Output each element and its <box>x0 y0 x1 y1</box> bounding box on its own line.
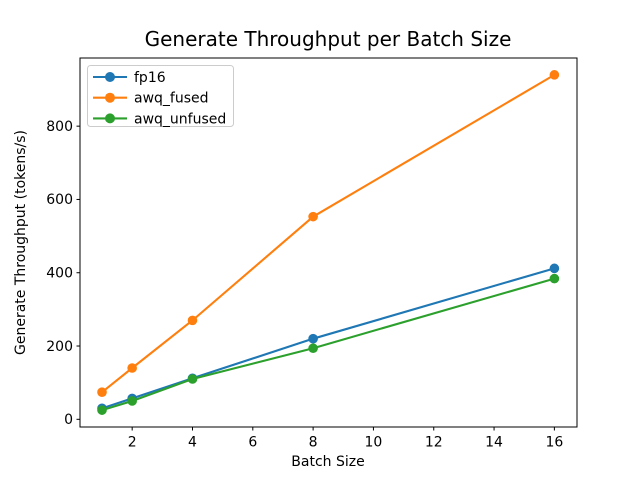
legend-marker-fp16 <box>105 72 115 82</box>
data-point-awq_fused <box>308 211 318 222</box>
legend-marker-awq_unfused <box>105 113 115 124</box>
x-tick-label: 12 <box>425 435 443 451</box>
y-tick-label: 600 <box>46 192 73 208</box>
y-tick-label: 400 <box>46 266 73 282</box>
axes-frame <box>79 57 578 428</box>
x-tick-label: 14 <box>485 435 503 451</box>
x-tick-label: 16 <box>545 435 563 451</box>
series-line-awq_unfused <box>100 277 556 412</box>
y-axis-label: Generate Throughput (tokens/s) <box>13 130 29 355</box>
legend-label-awq_unfused: awq_unfused <box>134 111 226 127</box>
legend-box <box>87 65 234 127</box>
data-point-awq_unfused <box>308 343 318 354</box>
data-point-awq_unfused <box>127 396 137 406</box>
data-point-awq_unfused <box>549 273 560 284</box>
data-point-awq_fused <box>97 387 107 397</box>
data-point-awq_fused <box>127 363 137 373</box>
legend-label-fp16: fp16 <box>134 70 166 86</box>
y-tick-label: 800 <box>46 119 73 135</box>
y-tick-label: 200 <box>46 339 73 355</box>
data-point-awq_unfused <box>97 405 107 415</box>
y-tick-label: 0 <box>64 412 73 428</box>
x-tick-label: 10 <box>365 435 383 451</box>
legend-label-awq_fused: awq_fused <box>134 91 209 107</box>
data-point-fp16 <box>549 263 560 274</box>
x-tick-label: 2 <box>128 435 137 451</box>
data-point-awq_fused <box>187 315 198 326</box>
x-axis-label: Batch Size <box>291 454 364 470</box>
legend-marker-awq_fused <box>105 92 115 103</box>
x-tick-label: 6 <box>248 435 257 451</box>
plot-area: 2 4 6 8 10 12 14 16 0 200 400 600 800 fp16 awq_fusedaw… <box>46 57 578 451</box>
chart-title: Generate Throughput per Batch Size <box>145 27 512 51</box>
data-point-fp16 <box>308 333 318 344</box>
data-point-awq_unfused <box>187 374 198 384</box>
data-point-awq_fused <box>549 70 560 80</box>
x-tick-label: 8 <box>309 435 318 451</box>
legend: fp16 awq_fused awq_unfused <box>87 65 234 127</box>
x-tick-label: 4 <box>188 435 197 451</box>
